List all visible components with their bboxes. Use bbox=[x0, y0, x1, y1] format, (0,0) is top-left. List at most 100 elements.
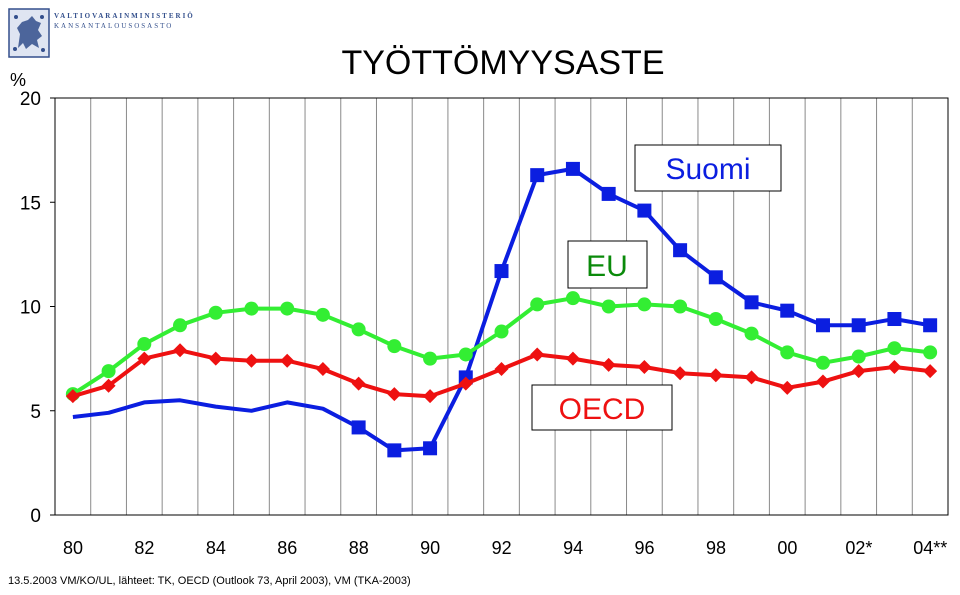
data-point-suomi bbox=[565, 161, 580, 176]
ministry-name: VALTIOVARAINMINISTERIÖ bbox=[54, 12, 195, 20]
data-point-suomi bbox=[744, 295, 759, 310]
legend-box-suomi: Suomi bbox=[634, 144, 782, 192]
data-point-suomi bbox=[673, 243, 688, 258]
data-point-oecd bbox=[708, 368, 723, 383]
data-point-oecd bbox=[780, 380, 795, 395]
data-point-oecd bbox=[315, 362, 330, 377]
series-layer bbox=[65, 161, 938, 458]
data-point-oecd bbox=[208, 351, 223, 366]
y-tick-label: 5 bbox=[30, 402, 41, 423]
data-point-eu bbox=[244, 301, 259, 316]
data-point-suomi bbox=[423, 441, 438, 456]
legend-label-eu: EU bbox=[586, 250, 628, 283]
data-point-suomi bbox=[530, 168, 545, 183]
data-point-eu bbox=[780, 345, 795, 360]
data-point-eu bbox=[101, 364, 116, 379]
data-point-oecd bbox=[851, 364, 866, 379]
data-point-eu bbox=[887, 341, 902, 356]
chart-title: TYÖTTÖMYYSASTE bbox=[341, 44, 664, 82]
data-point-oecd bbox=[244, 353, 259, 368]
data-point-oecd bbox=[601, 357, 616, 372]
data-point-oecd bbox=[565, 351, 580, 366]
department-name: KANSANTALOUSOSASTO bbox=[54, 22, 174, 30]
data-point-oecd bbox=[387, 387, 402, 402]
y-tick-label: 10 bbox=[20, 298, 41, 319]
x-tick-label: 04** bbox=[913, 538, 947, 558]
data-point-suomi bbox=[351, 420, 366, 435]
data-point-eu bbox=[351, 322, 366, 337]
legend-label-suomi: Suomi bbox=[665, 153, 750, 186]
y-tick-label: 20 bbox=[20, 89, 41, 110]
data-point-oecd bbox=[173, 343, 188, 358]
data-point-eu bbox=[815, 355, 830, 370]
y-axis-ticks: 0 5 10 15 20 bbox=[20, 89, 55, 527]
data-point-oecd bbox=[673, 366, 688, 381]
data-point-eu bbox=[708, 312, 723, 327]
data-point-eu bbox=[637, 297, 652, 312]
x-axis-ticks: 80 82 84 86 88 90 92 94 96 98 00 02* 04** bbox=[63, 538, 947, 558]
plot-frame bbox=[54, 97, 949, 516]
data-point-oecd bbox=[65, 389, 80, 404]
data-point-oecd bbox=[101, 378, 116, 393]
series-line-suomi bbox=[72, 166, 931, 453]
data-point-eu bbox=[423, 351, 438, 366]
data-point-eu bbox=[315, 307, 330, 322]
x-tick-label: 94 bbox=[563, 538, 583, 558]
data-point-suomi bbox=[887, 312, 902, 327]
series-line-eu bbox=[71, 296, 931, 396]
data-point-oecd bbox=[815, 374, 830, 389]
legend-box-oecd: OECD bbox=[531, 384, 673, 431]
x-tick-label: 88 bbox=[349, 538, 369, 558]
data-point-suomi bbox=[601, 186, 616, 201]
x-tick-label: 90 bbox=[420, 538, 440, 558]
data-point-oecd bbox=[280, 353, 295, 368]
data-point-suomi bbox=[494, 264, 509, 279]
data-point-suomi bbox=[815, 318, 830, 333]
data-point-oecd bbox=[887, 359, 902, 374]
data-point-suomi bbox=[780, 303, 795, 318]
data-point-eu bbox=[387, 339, 402, 354]
data-point-oecd bbox=[530, 347, 545, 362]
data-point-eu bbox=[851, 349, 866, 364]
data-point-suomi bbox=[637, 203, 652, 218]
data-point-eu bbox=[744, 326, 759, 341]
x-tick-label: 86 bbox=[277, 538, 297, 558]
data-point-oecd bbox=[458, 376, 473, 391]
x-tick-label: 96 bbox=[635, 538, 655, 558]
source-footnote: 13.5.2003 VM/KO/UL, lähteet: TK, OECD (O… bbox=[8, 575, 411, 587]
data-point-eu bbox=[173, 318, 188, 333]
x-tick-label: 84 bbox=[206, 538, 226, 558]
y-tick-label: 0 bbox=[30, 506, 41, 527]
data-point-oecd bbox=[637, 359, 652, 374]
y-tick-label: 15 bbox=[20, 193, 41, 214]
ministry-lion-logo-icon bbox=[8, 8, 50, 58]
data-point-eu bbox=[530, 297, 545, 312]
data-point-oecd bbox=[423, 389, 438, 404]
data-point-eu bbox=[673, 299, 688, 314]
x-tick-label: 82 bbox=[134, 538, 154, 558]
x-tick-label: 80 bbox=[63, 538, 83, 558]
legend-label-oecd: OECD bbox=[559, 393, 646, 426]
data-point-suomi bbox=[387, 443, 402, 458]
data-point-eu bbox=[601, 299, 616, 314]
x-tick-label: 00 bbox=[777, 538, 797, 558]
data-point-eu bbox=[458, 347, 473, 362]
data-point-suomi bbox=[923, 318, 938, 333]
y-axis-unit-label: % bbox=[10, 70, 26, 90]
x-tick-label: 98 bbox=[706, 538, 726, 558]
data-point-eu bbox=[208, 305, 223, 320]
data-point-eu bbox=[923, 345, 938, 360]
data-point-suomi bbox=[851, 318, 866, 333]
data-point-oecd bbox=[137, 351, 152, 366]
x-tick-label: 02* bbox=[845, 538, 872, 558]
data-point-oecd bbox=[744, 370, 759, 385]
data-point-suomi bbox=[708, 270, 723, 285]
x-tick-label: 92 bbox=[492, 538, 512, 558]
data-point-oecd bbox=[923, 364, 938, 379]
legend-box-eu: EU bbox=[567, 240, 648, 289]
data-point-oecd bbox=[351, 376, 366, 391]
data-point-eu bbox=[565, 291, 580, 306]
data-point-eu bbox=[137, 337, 152, 352]
data-point-eu bbox=[494, 324, 509, 339]
